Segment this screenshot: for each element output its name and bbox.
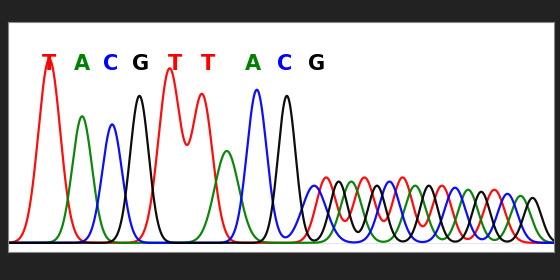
Text: T: T (168, 54, 182, 74)
Text: G: G (132, 54, 149, 74)
Text: C: C (277, 54, 292, 74)
Text: G: G (309, 54, 325, 74)
Text: A: A (245, 54, 261, 74)
Text: T: T (42, 54, 57, 74)
Text: A: A (74, 54, 90, 74)
Text: T: T (200, 54, 215, 74)
Text: C: C (104, 54, 119, 74)
